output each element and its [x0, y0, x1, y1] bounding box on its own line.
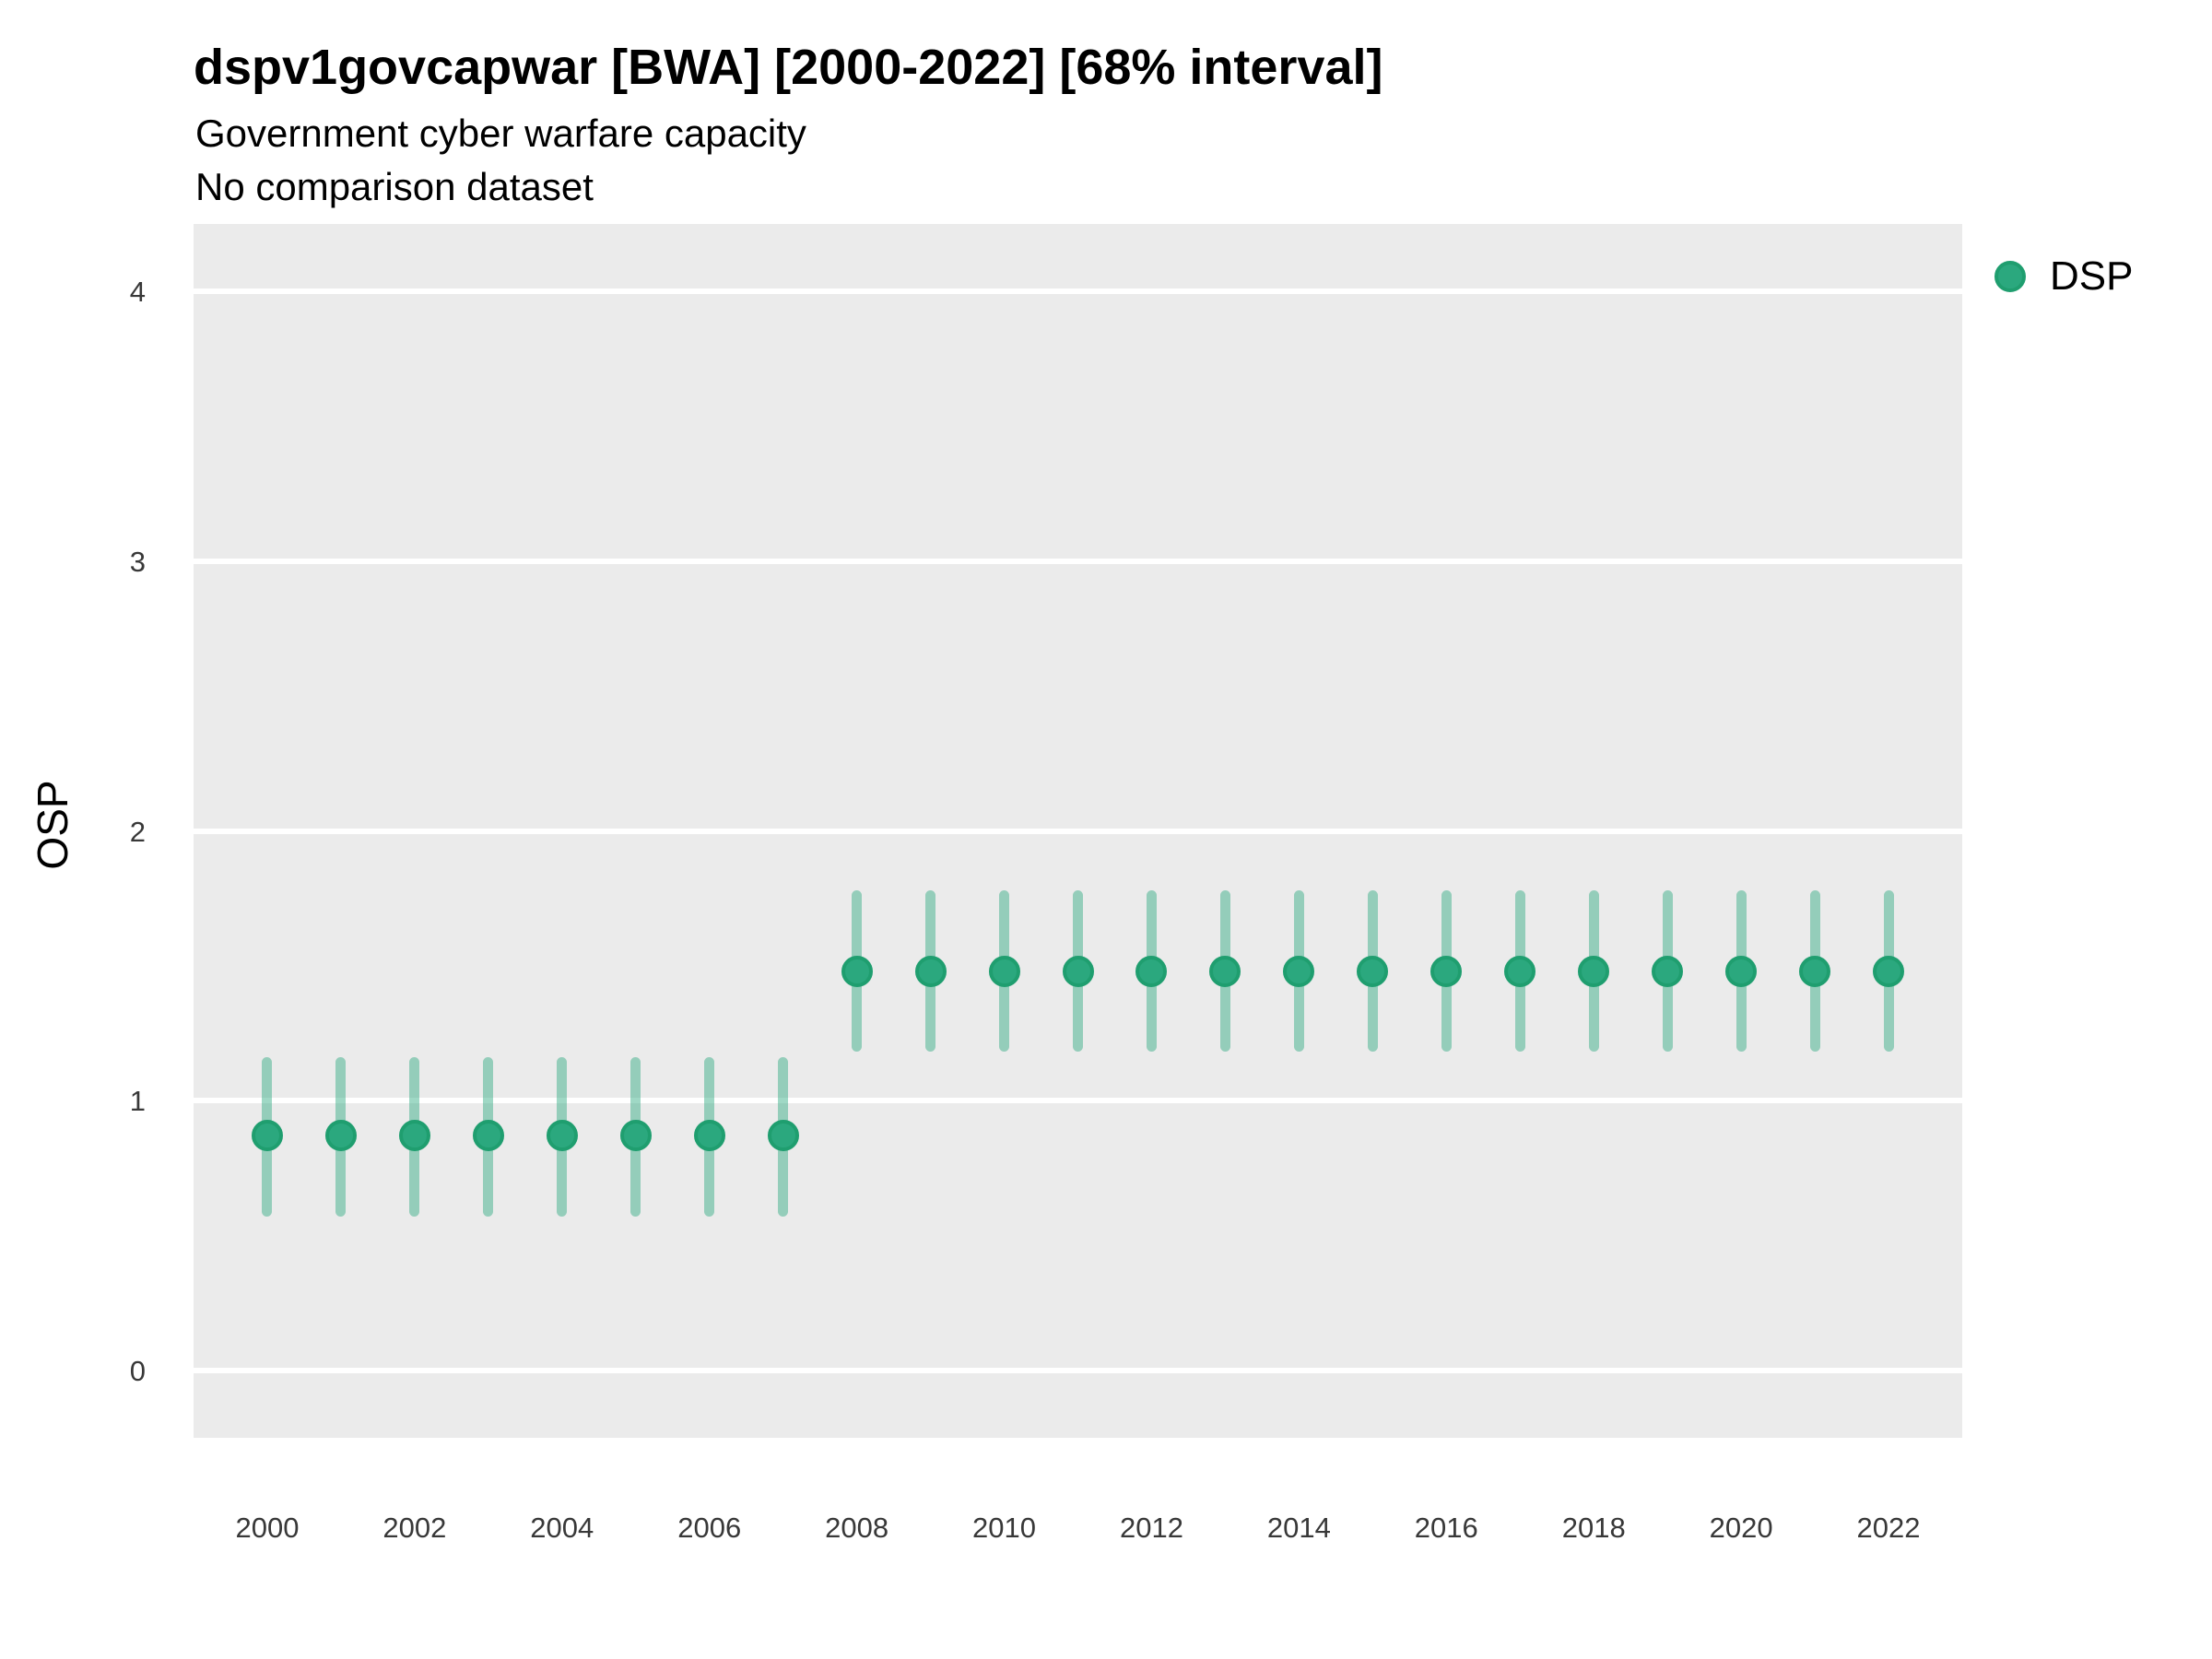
legend-point-icon	[1994, 261, 2026, 292]
x-tick-label: 2010	[972, 1512, 1037, 1544]
x-tick-label: 2020	[1709, 1512, 1773, 1544]
legend-label: DSP	[2050, 253, 2134, 299]
data-point	[324, 1120, 357, 1152]
y-gridline	[194, 1367, 1962, 1373]
x-tick-label: 2012	[1119, 1512, 1183, 1544]
y-gridline	[194, 828, 1962, 834]
data-point	[1209, 955, 1241, 987]
data-point	[693, 1120, 725, 1152]
chart-subtitle-block: Government cyber warfare capacity No com…	[195, 107, 806, 214]
y-axis-title: OSP	[29, 780, 76, 870]
y-tick-label: 0	[129, 1354, 146, 1387]
y-tick-label: 3	[129, 545, 146, 578]
x-tick-label: 2018	[1561, 1512, 1626, 1544]
data-point	[546, 1120, 578, 1152]
x-tick-label: 2006	[677, 1512, 742, 1544]
data-point	[1357, 955, 1389, 987]
x-tick-label: 2004	[530, 1512, 594, 1544]
x-tick-label: 2016	[1414, 1512, 1478, 1544]
data-point	[1873, 955, 1905, 987]
y-tick-label: 1	[129, 1085, 146, 1118]
x-tick-label: 2008	[825, 1512, 889, 1544]
data-point	[472, 1120, 504, 1152]
data-point	[1578, 955, 1610, 987]
data-point	[1799, 955, 1831, 987]
data-point	[1430, 955, 1463, 987]
data-point	[398, 1120, 430, 1152]
chart-title: dspv1govcapwar [BWA] [2000-2022] [68% in…	[194, 40, 1383, 95]
data-point	[1283, 955, 1315, 987]
x-tick-label: 2002	[382, 1512, 447, 1544]
data-point	[914, 955, 947, 987]
data-point	[619, 1120, 652, 1152]
x-tick-label: 2022	[1856, 1512, 1921, 1544]
data-point	[1725, 955, 1758, 987]
data-point	[1062, 955, 1094, 987]
data-point	[251, 1120, 283, 1152]
x-tick-label: 2000	[235, 1512, 300, 1544]
data-point	[1135, 955, 1168, 987]
y-gridline	[194, 558, 1962, 564]
data-point	[1652, 955, 1684, 987]
legend: DSP	[1994, 253, 2133, 300]
data-point	[767, 1120, 799, 1152]
plot-panel	[194, 224, 1962, 1438]
y-tick-label: 2	[129, 815, 146, 848]
chart-subtitle: Government cyber warfare capacity	[195, 112, 806, 155]
y-tick-label: 4	[129, 276, 146, 309]
x-tick-label: 2014	[1266, 1512, 1331, 1544]
data-point	[841, 955, 873, 987]
data-point	[988, 955, 1020, 987]
data-point	[1504, 955, 1536, 987]
y-gridline	[194, 1098, 1962, 1104]
y-gridline	[194, 288, 1962, 295]
chart-comparison-note: No comparison dataset	[195, 165, 594, 208]
